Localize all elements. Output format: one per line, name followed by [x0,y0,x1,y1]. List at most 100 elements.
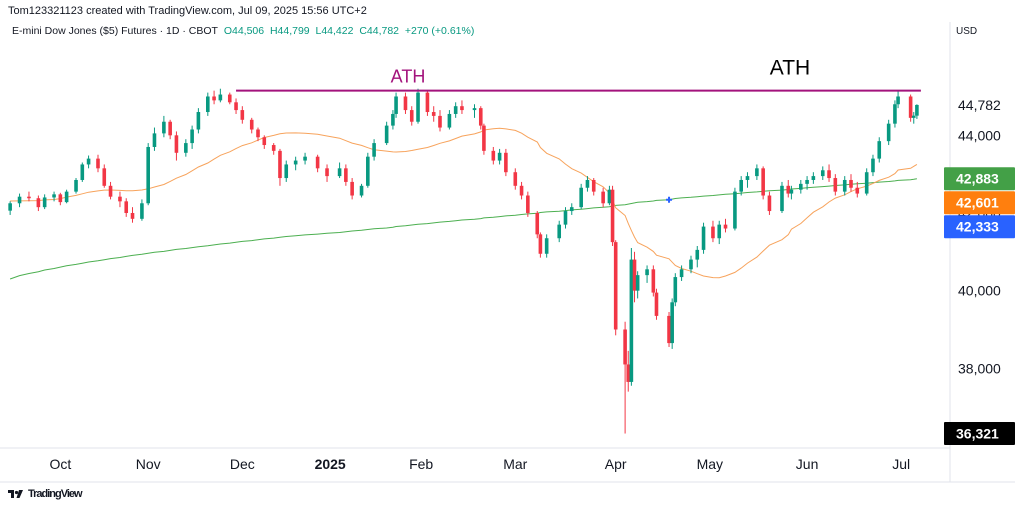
candle-body [871,158,875,173]
ath-annotation: ATH ATH [236,57,921,92]
candle-body [689,259,693,270]
candle-body [256,129,260,138]
candle [871,154,875,177]
candle-body [460,106,464,111]
candle [146,143,150,206]
candle [206,92,210,116]
ath-label-left: ATH [391,67,426,87]
candle-body [504,152,508,173]
candle-body [102,168,107,186]
candle-body [337,168,342,177]
candle-body [761,168,765,196]
candle-body [651,269,656,293]
candle [350,178,354,200]
candle-body [820,170,825,177]
candle [504,148,508,177]
candle [190,125,194,149]
candle [256,127,260,142]
currency-label: USD [956,26,977,37]
candle [745,172,750,188]
price-badge: 42,883 [944,167,1015,191]
candle-body [755,168,759,177]
candle [218,88,223,103]
candle [249,117,254,134]
candle-body [827,170,831,179]
candle [391,110,395,130]
candle [293,156,298,171]
candle-body [613,242,618,330]
candle-body [711,226,715,239]
candle-body [74,179,78,192]
candle [701,222,706,254]
candle [805,176,809,190]
candle [610,185,615,246]
candle-body [425,92,430,113]
candle-body [96,158,100,169]
candle-body [569,207,574,212]
candle [535,211,540,239]
price-tick-label: 38,000 [958,360,1001,376]
candle [893,100,897,128]
candle [472,104,477,118]
price-badge: 42,333 [944,215,1015,239]
symbol-name: E-mini Dow Jones ($5) Futures · 1D · CBO… [12,25,218,37]
candle [755,164,759,180]
candle [613,240,618,336]
candle [152,127,157,151]
price-tick-label: 44,000 [958,127,1001,143]
candle-body [234,102,238,111]
candle-body [855,187,860,194]
candle-body [271,145,276,151]
candle-body [767,195,772,212]
legend-open: O44,506 [223,25,265,37]
footer-brand: TradingView [8,488,83,500]
candle-body [780,185,784,212]
candle [886,119,891,146]
candle-body [563,211,568,225]
candle [96,154,100,173]
candle-body [212,96,216,101]
candle [416,88,420,124]
candle-body [130,212,135,219]
candle [908,94,913,122]
candle-body [453,106,458,114]
legend-low: L44,422 [315,25,354,37]
candle [262,135,267,149]
candle-body [284,164,289,179]
price-tick-label: 44,782 [958,97,1001,113]
price-badge-bg [944,191,1015,215]
candle-body [805,179,809,184]
candle-body [733,191,737,229]
candle [497,148,502,165]
candle-body [438,115,442,128]
candle [168,119,172,140]
legend-close: C44,782 [359,25,400,37]
candle [849,174,853,192]
candle [58,192,63,206]
legend-change: +270 (+0.61%) [404,25,475,37]
candle [864,168,869,196]
candle-body [585,179,590,188]
candle [811,172,816,184]
candle-body [519,185,524,196]
candle-body [893,104,897,124]
candle [460,100,464,114]
candle-body [645,269,649,276]
candle-body [325,168,329,177]
candle [695,246,700,268]
candle [42,194,47,210]
candle [196,108,201,134]
candle [896,90,900,109]
candle-body [679,269,684,278]
candle [591,178,596,196]
candle-body [842,179,847,192]
ath-label-right: ATH [770,57,810,80]
symbol-legend: E-mini Dow Jones ($5) Futures · 1D · CBO… [12,25,474,37]
candle-body [667,315,671,344]
candle [325,164,329,182]
candle [212,90,216,105]
candle-body [911,115,916,118]
time-tick-label: Feb [409,456,433,472]
candle [645,265,649,283]
